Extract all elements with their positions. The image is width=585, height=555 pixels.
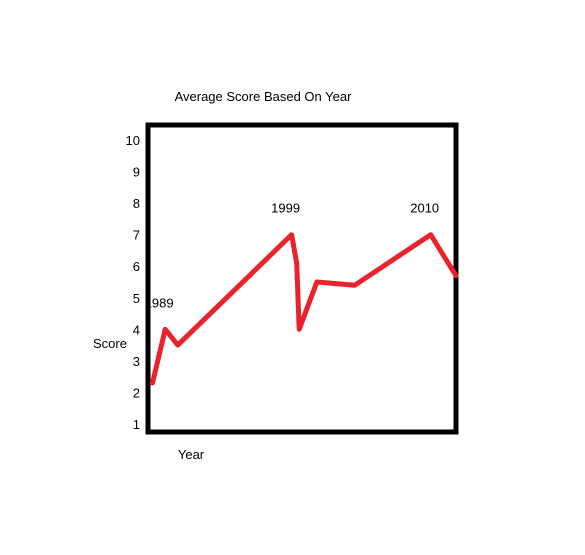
- plot-frame: [145, 122, 459, 435]
- y-tick-label: 9: [133, 165, 140, 180]
- y-tick-label: 6: [133, 259, 140, 274]
- y-tick-label: 8: [133, 196, 140, 211]
- y-axis-label: Score: [93, 336, 127, 351]
- chart-title: Average Score Based On Year: [175, 89, 352, 104]
- annotation-label: 1999: [271, 201, 300, 216]
- y-tick-label: 10: [126, 133, 140, 148]
- y-tick-label: 5: [133, 291, 140, 306]
- series-line: [150, 232, 459, 386]
- y-tick-label: 3: [133, 354, 140, 369]
- y-tick-label: 2: [133, 385, 140, 400]
- annotation-label: 1989: [145, 295, 174, 310]
- y-tick-labels: 1 2 3 4 5 6 7 8 9 10: [126, 133, 140, 432]
- annotation-label: 2010: [410, 201, 439, 216]
- y-tick-label: 7: [133, 228, 140, 243]
- y-tick-label: 1: [133, 417, 140, 432]
- y-tick-label: 4: [133, 322, 140, 337]
- x-axis-label: Year: [178, 447, 205, 462]
- point-annotations: 1989 1999 2010: [145, 201, 439, 311]
